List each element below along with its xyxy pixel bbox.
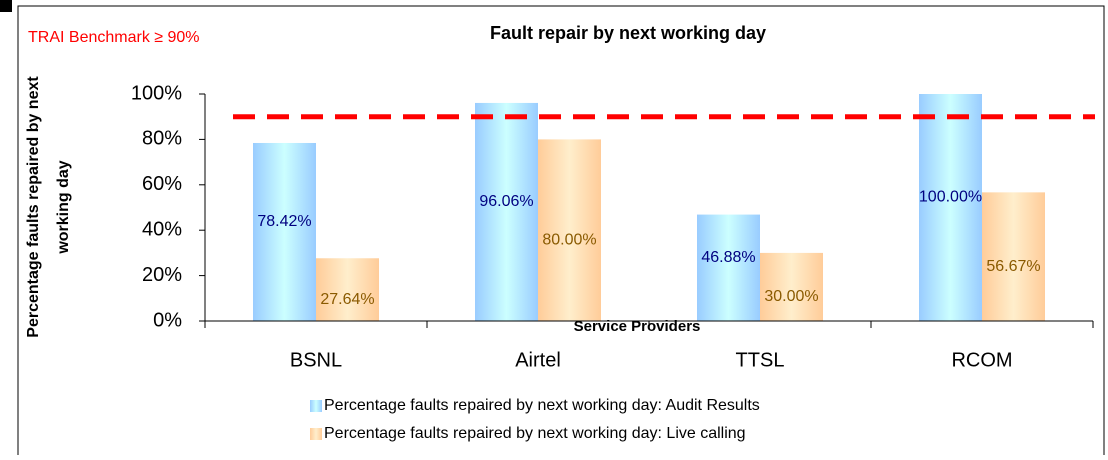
data-label: 56.67% [986, 258, 1040, 275]
data-label: 46.88% [701, 249, 755, 266]
y-tick-label: 100% [131, 82, 182, 104]
frame [17, 5, 1105, 455]
bar [538, 139, 601, 321]
data-label: 80.00% [542, 231, 596, 248]
y-axis-label: working day [55, 160, 72, 254]
y-tick-label: 60% [142, 173, 182, 195]
bar [919, 94, 982, 321]
bar [760, 252, 823, 321]
y-tick-label: 20% [142, 264, 182, 286]
y-axis-label: Percentage faults repaired by next [25, 76, 42, 338]
data-label: 96.06% [479, 193, 533, 210]
benchmark-annotation: TRAI Benchmark ≥ 90% [28, 29, 200, 46]
data-label: 100.00% [919, 189, 982, 206]
y-tick-label: 0% [153, 309, 182, 331]
bar [316, 258, 379, 321]
data-label: 30.00% [764, 288, 818, 305]
legend-label: Percentage faults repaired by next worki… [324, 397, 760, 414]
legend-swatch [310, 428, 322, 440]
bar [697, 214, 760, 321]
corner-mark [0, 0, 12, 12]
x-tick-label: TTSL [736, 349, 785, 371]
data-label: 27.64% [320, 291, 374, 308]
x-axis-label: Service Providers [574, 318, 701, 335]
bar [475, 102, 538, 321]
legend-label: Percentage faults repaired by next worki… [324, 425, 746, 442]
x-tick-label: BSNL [290, 349, 342, 371]
bar [982, 192, 1045, 321]
x-tick-label: Airtel [515, 349, 561, 371]
bar [253, 142, 316, 321]
chart-title: Fault repair by next working day [490, 23, 766, 43]
data-label: 78.42% [257, 213, 311, 230]
y-tick-label: 80% [142, 128, 182, 150]
y-tick-label: 40% [142, 218, 182, 240]
x-tick-label: RCOM [951, 349, 1012, 371]
legend-swatch [310, 400, 322, 412]
